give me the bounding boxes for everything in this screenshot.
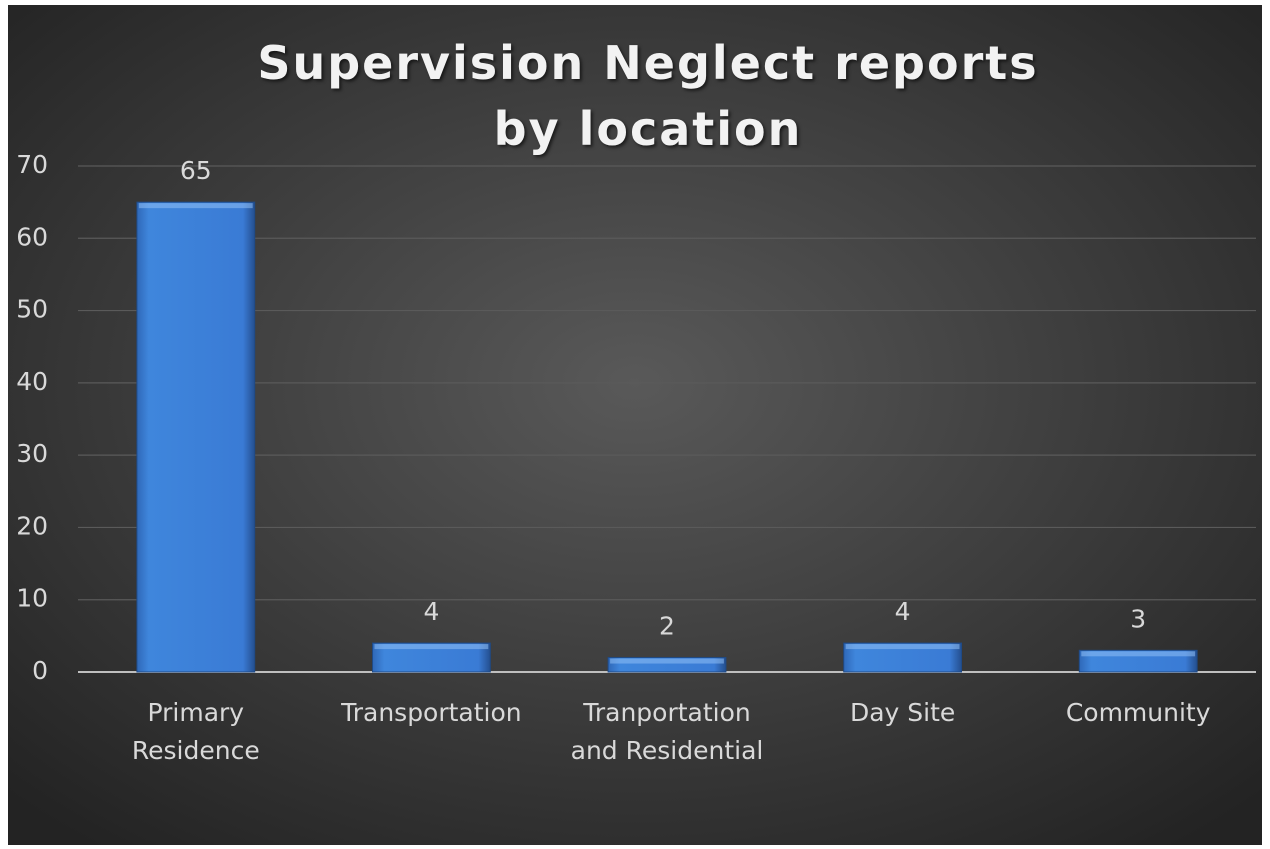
y-tick-label: 10 xyxy=(16,584,48,613)
data-label: 2 xyxy=(659,612,675,641)
bar-bevel xyxy=(374,644,489,650)
bar-bevel xyxy=(1081,651,1196,657)
y-tick-label: 0 xyxy=(32,656,48,685)
x-tick-label-container: Day Site xyxy=(849,698,956,727)
x-tick-label-container: Primary Residence xyxy=(131,698,260,765)
x-tick-label-container: Tranportation and Residential xyxy=(570,698,764,765)
chart-title: Supervision Neglect reports by location xyxy=(257,36,1039,156)
x-tick-label: Day Site xyxy=(849,698,956,727)
x-tick-label: Transportation xyxy=(341,698,522,727)
data-label: 3 xyxy=(1130,604,1146,633)
bar-bevel xyxy=(138,203,253,209)
data-label: 65 xyxy=(180,156,212,185)
x-tick-label: Community xyxy=(1065,698,1211,727)
x-tick-label: Primary Residence xyxy=(131,698,260,765)
data-label: 4 xyxy=(895,597,911,626)
x-tick-label-container: Community xyxy=(1065,698,1211,727)
y-tick-label: 70 xyxy=(16,150,48,179)
bar xyxy=(136,201,256,673)
y-tick-label: 60 xyxy=(16,222,48,251)
y-tick-label: 40 xyxy=(16,367,48,396)
y-tick-label: 30 xyxy=(16,439,48,468)
x-tick-label: Tranportation and Residential xyxy=(570,698,764,765)
bar-bevel xyxy=(845,644,960,650)
y-tick-label: 20 xyxy=(16,511,48,540)
y-tick-label: 50 xyxy=(16,295,48,324)
title-container: Supervision Neglect reports by location xyxy=(257,36,1039,156)
data-label: 4 xyxy=(423,597,439,626)
x-tick-label-container: Transportation xyxy=(341,698,522,727)
bar-bevel xyxy=(610,658,724,664)
